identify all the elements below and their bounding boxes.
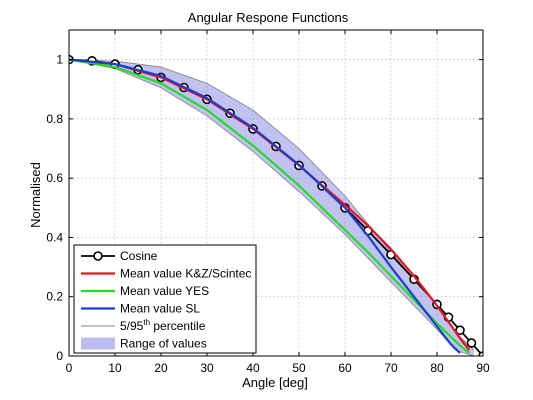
x-tick-label: 20 (154, 361, 168, 375)
legend-label-mean-value-yes: Mean value YES (120, 284, 209, 298)
series-line-mean-value-yes (69, 58, 470, 354)
x-tick-label: 50 (292, 361, 306, 375)
legend-label-range: Range of values (120, 337, 207, 351)
legend-label-mean-value-sl: Mean value SL (120, 302, 200, 316)
series-line-mean-value-k-z-scintec (69, 58, 471, 351)
x-tick-label: 80 (430, 361, 444, 375)
legend-swatch-range (81, 337, 115, 350)
legend-label-cosine: Cosine (120, 249, 158, 263)
x-tick-label: 60 (338, 361, 352, 375)
x-tick-label: 40 (246, 361, 260, 375)
data-point-cosine (478, 351, 483, 356)
plot-area: 0 10 20 30 40 50 60 70 80 90 0 0.2 0.4 0.6 0.8 1 (46, 29, 490, 375)
legend-box (73, 244, 257, 354)
chart-title: Angular Respone Functions (188, 10, 349, 25)
x-tick-label: 90 (476, 361, 490, 375)
legend-label-percentile: 5/95th percentile (120, 318, 206, 333)
y-tick-label: 0.8 (46, 112, 63, 126)
percentile-line-lower (69, 59, 474, 356)
series-line-mean-value-sl (69, 58, 461, 354)
y-tick-label: 0.4 (46, 230, 63, 244)
x-tick-label: 70 (384, 361, 398, 375)
legend: Cosine Mean value K&Z/Scintec Mean value Y… (73, 244, 257, 354)
x-tick-label: 30 (200, 361, 214, 375)
data-point-cosine (455, 325, 465, 336)
y-tick-label: 1 (56, 53, 63, 67)
y-tick-label: 0.6 (46, 171, 63, 185)
y-tick-label: 0.2 (46, 290, 63, 304)
x-tick-label: 10 (108, 361, 122, 375)
legend-label-mean-value-k-z-scintec: Mean value K&Z/Scintec (120, 267, 251, 281)
axes-frame (68, 29, 484, 357)
data-point-cosine (466, 338, 477, 348)
x-tick-label: 0 (66, 361, 73, 375)
legend-marker-cosine (93, 251, 103, 261)
y-axis-label: Normalised (28, 162, 43, 228)
x-axis-label: Angle [deg] (242, 375, 308, 390)
y-tick-label: 0 (56, 349, 63, 363)
